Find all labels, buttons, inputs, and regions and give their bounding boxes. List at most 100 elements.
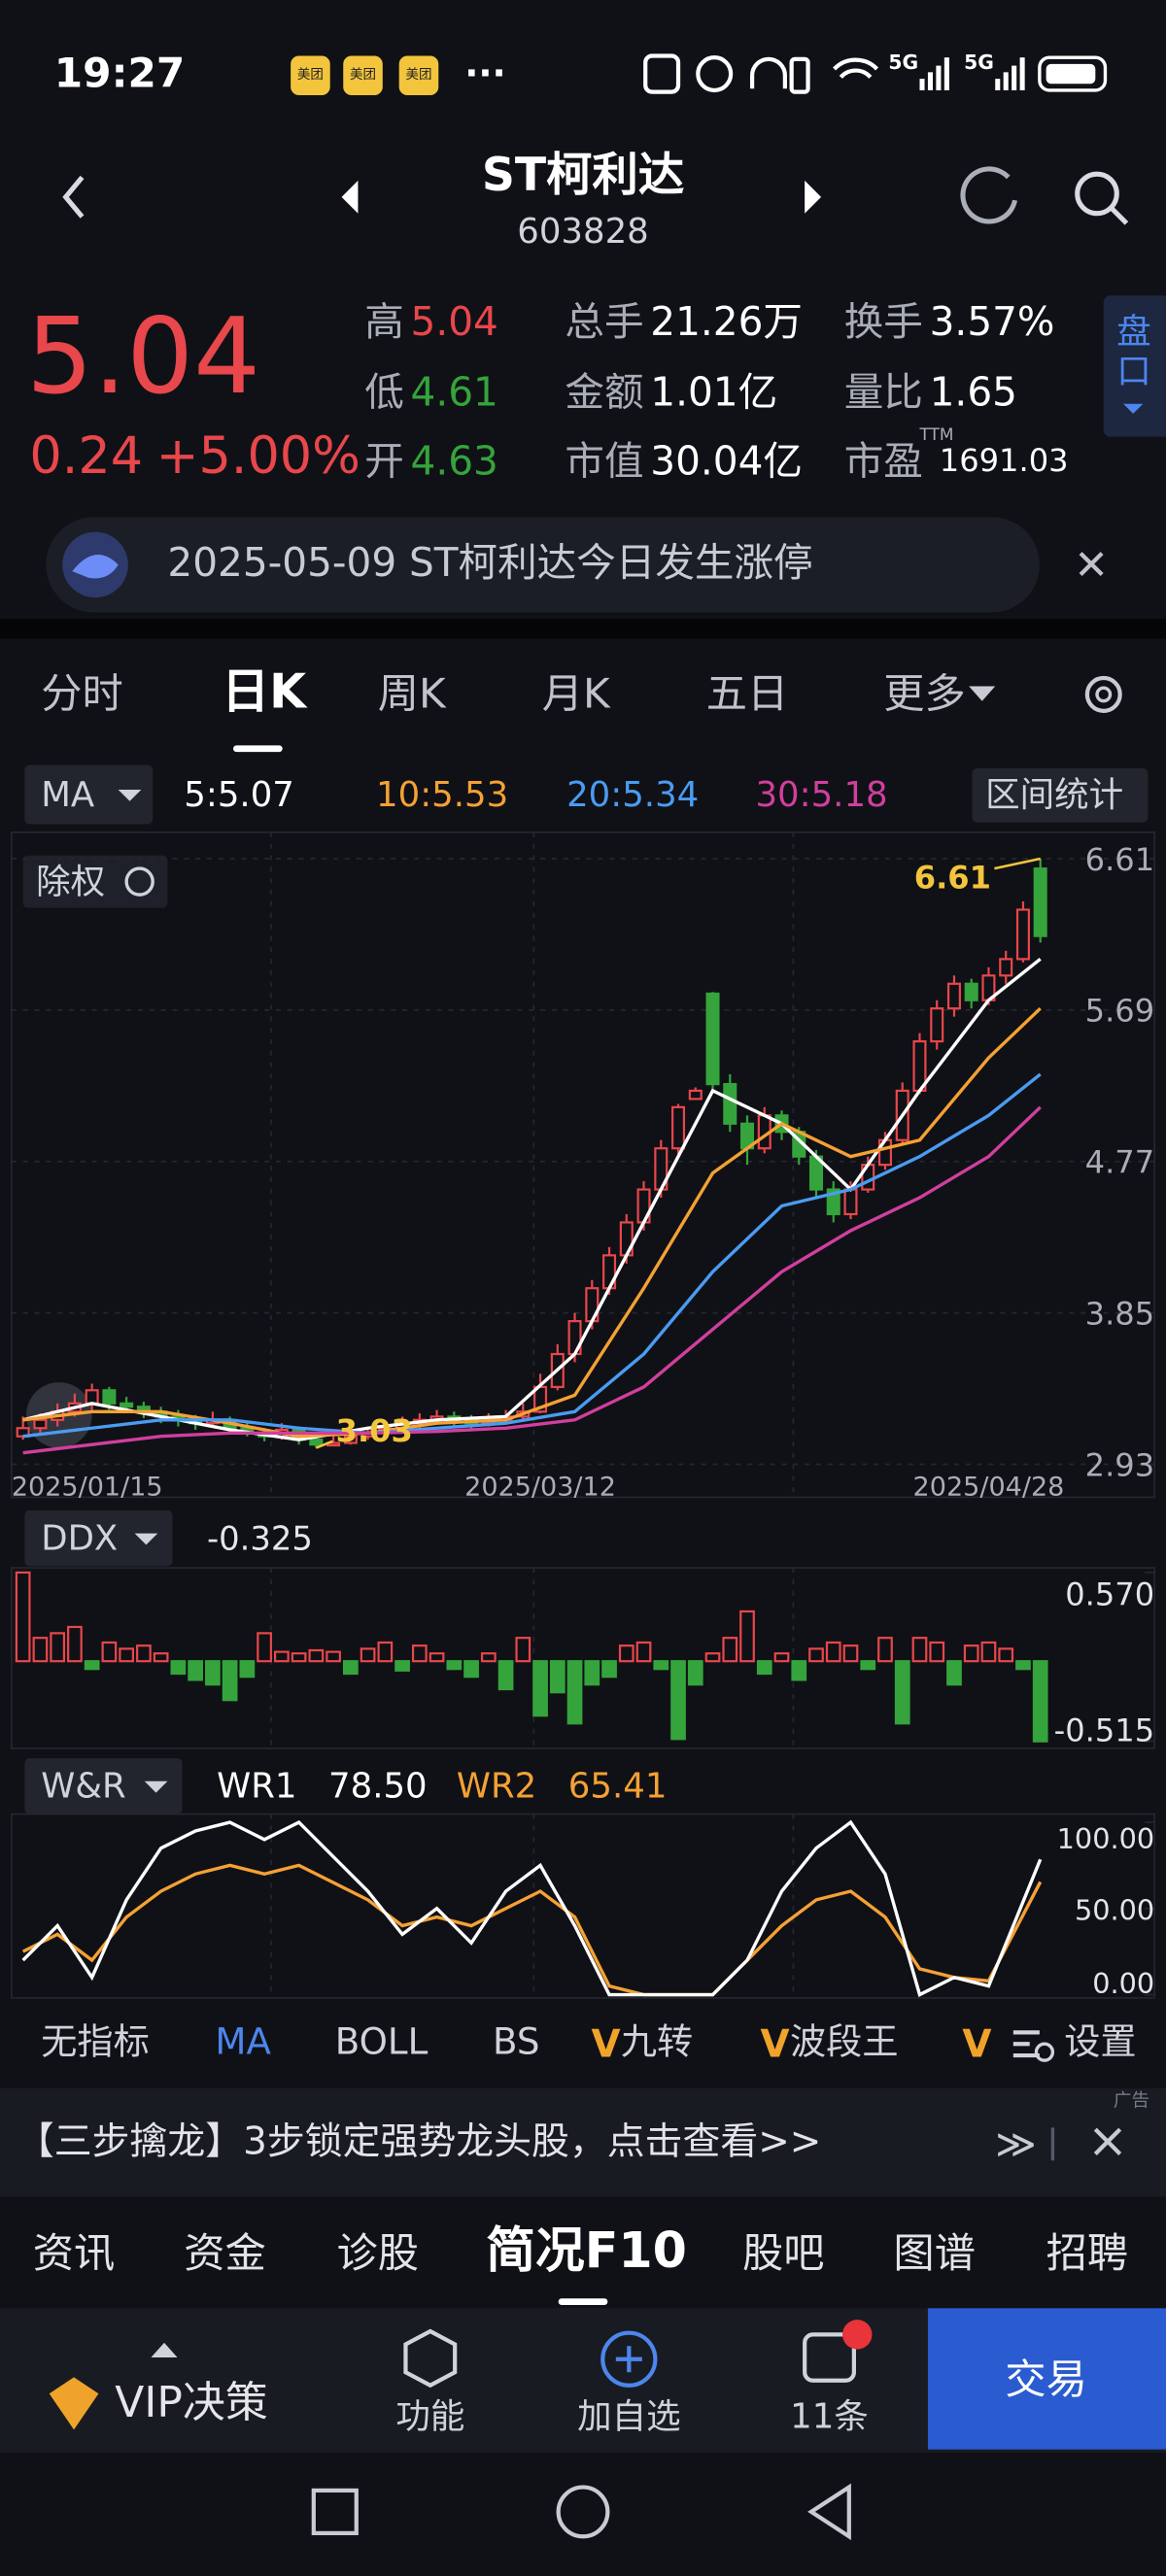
candle-body [999, 958, 1013, 977]
bottom-tab[interactable]: 股吧 [741, 2229, 825, 2278]
range-stats[interactable] [972, 767, 1149, 823]
ddx-bar [291, 1652, 307, 1663]
indicator-tab[interactable]: BOLL [334, 2022, 429, 2064]
ddx-bar [308, 1648, 325, 1663]
stat-label: 开 [364, 438, 404, 485]
bottom-tab[interactable]: 简况F10 [486, 2222, 687, 2281]
trade-label[interactable]: 交易 [1005, 2356, 1087, 2404]
bottom-tab[interactable]: 招聘 [1046, 2229, 1129, 2278]
indicator-tab[interactable]: 无指标 [41, 2022, 150, 2064]
search-button[interactable] [1075, 171, 1119, 217]
x-tick-label: 2025/04/28 [913, 1473, 1065, 1503]
bottom-tab[interactable]: 资讯 [32, 2229, 116, 2278]
back-button[interactable] [62, 175, 85, 219]
adjust-gear [124, 866, 154, 897]
stock-code: 603828 [517, 212, 649, 252]
ddx-bar [222, 1660, 238, 1702]
ddx-bar [101, 1641, 118, 1663]
indicator-name: MA [41, 774, 95, 815]
ddx-bar [360, 1647, 376, 1663]
period-tab[interactable]: 日K [222, 662, 307, 720]
candle-body [723, 1083, 737, 1125]
func-label[interactable]: 功能 [395, 2396, 465, 2437]
ddx-bar [326, 1650, 341, 1663]
banner-close[interactable] [1079, 552, 1104, 577]
period-tab[interactable]: 更多 [883, 669, 966, 718]
candle-body [688, 1089, 703, 1101]
ad-close[interactable] [1093, 2127, 1122, 2155]
add-label[interactable]: 加自选 [577, 2396, 681, 2437]
ddx-bar [653, 1660, 669, 1671]
ddx-bar [515, 1637, 532, 1663]
stat-value: 5.04 [410, 298, 498, 345]
annotation: 3.03 [336, 1412, 413, 1449]
indicator-tab[interactable]: 波段王 [789, 2022, 899, 2064]
wr2-name: WR2 [456, 1766, 537, 1807]
ma-legend-item: 5:5.07 [184, 774, 294, 815]
ddx-bar [929, 1641, 945, 1663]
side-tab[interactable] [1103, 295, 1166, 437]
list-icon [1012, 2030, 1040, 2058]
prev-stock[interactable] [341, 180, 359, 214]
nav-back[interactable] [807, 2483, 851, 2541]
msg-icon [803, 2332, 856, 2383]
ddx-bar [1015, 1660, 1031, 1671]
period-tab[interactable]: 月K [541, 669, 610, 718]
ma-line [22, 1072, 1042, 1439]
refresh-button[interactable] [960, 166, 1017, 224]
period-tab[interactable]: 五日 [705, 669, 789, 718]
ddx-bar [860, 1660, 876, 1671]
change-pct: +5.00% [155, 426, 360, 487]
wr-name: W&R [41, 1766, 126, 1807]
stat-value: 21.26万 [650, 298, 804, 345]
y-tick-label: 6.61 [1085, 841, 1154, 878]
network-label: 5G [888, 51, 919, 75]
status-icons [643, 53, 879, 94]
settings-button[interactable] [1084, 675, 1122, 713]
period-tab[interactable]: 分时 [41, 669, 123, 718]
nav-home[interactable] [556, 2485, 610, 2539]
banner-text: 2025-05-09 ST柯利达今日发生涨停 [167, 540, 813, 587]
ddx-panel [10, 1567, 1156, 1749]
indicator-tab[interactable]: 设置 [1064, 2022, 1137, 2064]
indicator-tab[interactable]: 九转 [620, 2022, 694, 2064]
ddx-bar [584, 1660, 600, 1686]
vip-label[interactable]: VIP决策 [115, 2379, 268, 2428]
bottom-tab[interactable]: 资金 [184, 2229, 266, 2278]
more-dots: ··· [464, 51, 505, 94]
ddx-bar [15, 1571, 31, 1663]
indicator-tab[interactable]: MA [215, 2022, 271, 2064]
stat-label: 市值 [565, 438, 644, 485]
tab-indicator [233, 745, 283, 753]
nav-recent[interactable] [311, 2488, 359, 2536]
ddx-bar [601, 1660, 617, 1678]
bottom-tab[interactable]: 诊股 [336, 2229, 420, 2278]
ddx-bar [532, 1660, 548, 1717]
msg-label[interactable]: 11条 [790, 2396, 869, 2437]
bottom-tab[interactable]: 图谱 [893, 2229, 976, 2278]
ddx-bar [566, 1660, 583, 1725]
ddx-bar [205, 1660, 221, 1686]
ad-more[interactable]: ≫ [995, 2120, 1036, 2167]
ad-tag: 广告 [1113, 2089, 1150, 2112]
stat-label: 金额 [565, 369, 644, 416]
candle-body [946, 982, 961, 1010]
stat-value: 4.63 [410, 438, 498, 485]
ddx-bar [188, 1660, 203, 1681]
adjust-label: 除权 [36, 862, 106, 901]
ddx-bar [773, 1652, 790, 1663]
ddx-bar [119, 1647, 135, 1663]
app-badge: 美团 [291, 55, 330, 96]
v-icon: V [761, 2023, 790, 2067]
indicator-tab[interactable]: BS [493, 2022, 540, 2064]
banner[interactable] [46, 517, 1040, 613]
adjust-button[interactable] [22, 855, 168, 908]
ad-bar[interactable] [0, 2087, 1166, 2197]
side-tab-label: 盘口 [1116, 312, 1151, 391]
next-stock[interactable] [805, 180, 822, 214]
candle-body [826, 1188, 840, 1216]
ddx-bar [998, 1647, 1014, 1663]
trade-button[interactable] [927, 2308, 1166, 2450]
period-tab[interactable]: 周K [377, 669, 446, 718]
separator [0, 619, 1166, 639]
